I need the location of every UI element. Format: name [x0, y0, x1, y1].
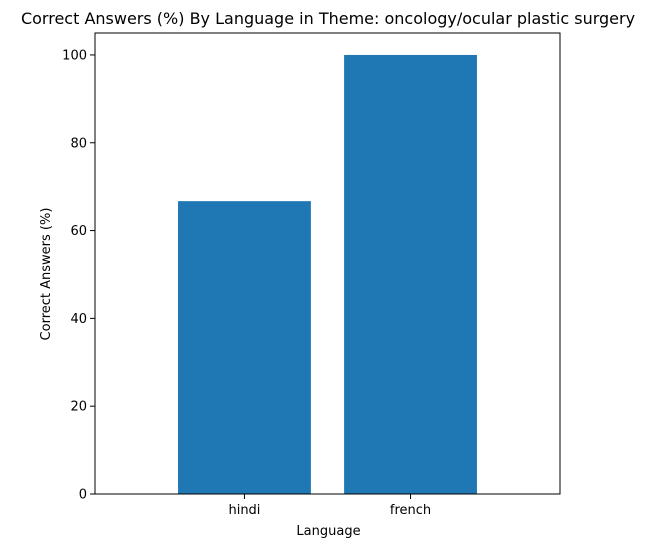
bars-layer	[178, 54, 477, 494]
x-tick-label: french	[390, 503, 431, 518]
plot-frame	[94, 32, 561, 495]
y-tick-label: 0	[79, 488, 87, 503]
chart-title: Correct Answers (%) By Language in Theme…	[21, 9, 635, 28]
y-tick-label: 60	[70, 224, 87, 239]
y-tick-label: 80	[70, 136, 87, 151]
x-tick-label: hindi	[228, 503, 260, 518]
y-tick-label: 20	[70, 400, 87, 415]
y-tick-label: 40	[70, 312, 87, 327]
bar-hindi	[178, 201, 311, 494]
y-tick-label: 100	[62, 48, 87, 63]
bar-french	[344, 54, 477, 494]
x-axis-label: Language	[296, 524, 360, 539]
axes-layer: 0 20 40 60 80 100 hindi french	[62, 32, 561, 518]
y-axis-label: Correct Answers (%)	[39, 208, 54, 341]
